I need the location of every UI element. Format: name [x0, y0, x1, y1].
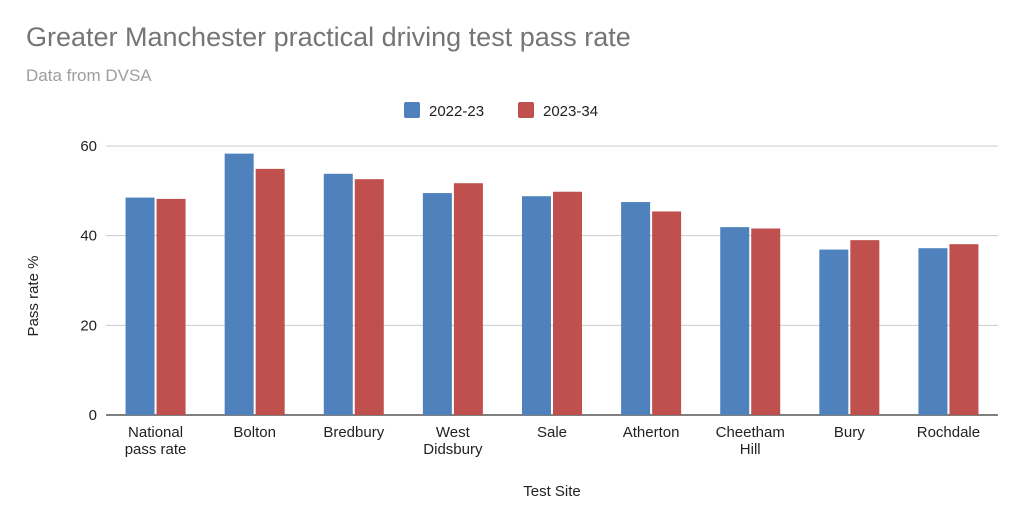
bar-2022-23	[918, 248, 948, 415]
x-tick-label-line: National	[128, 424, 183, 441]
x-tick-label-line: Sale	[537, 424, 567, 441]
x-tick-label-line: Atherton	[623, 424, 680, 441]
x-tick-label: National pass rate	[125, 424, 187, 458]
x-axis-title: Test Site	[523, 483, 581, 500]
x-tick-label-line: Bolton	[233, 424, 276, 441]
x-tick-label-line: Cheetham	[716, 424, 785, 441]
bar-2022-23	[522, 196, 551, 415]
bar-2022-23	[323, 173, 353, 415]
x-tick-label-line: pass rate	[125, 441, 187, 458]
bar-2022-23	[224, 153, 254, 415]
bar-2023-34	[949, 244, 979, 415]
bar-2023-34	[850, 240, 880, 415]
bar-2022-23	[621, 202, 651, 415]
x-tick-label: Bredbury	[323, 424, 384, 441]
legend: 2022-23 2023-34	[404, 102, 598, 120]
x-tick-label: Bury	[834, 424, 865, 441]
legend-swatch	[404, 102, 420, 118]
bar-2022-23	[819, 249, 849, 415]
y-tick-label: 0	[89, 407, 97, 424]
bar-2023-34	[354, 179, 384, 415]
legend-label: 2023-34	[543, 103, 598, 120]
gridlines	[106, 145, 998, 416]
x-tick-label: Bolton	[233, 424, 276, 441]
x-tick-label-line: Hill	[740, 441, 761, 458]
x-tick-label-line: West	[436, 424, 471, 441]
chart-subtitle: Data from DVSA	[26, 66, 152, 85]
bar-2023-34	[453, 183, 483, 415]
bar-2023-34	[156, 198, 186, 415]
chart-title: Greater Manchester practical driving tes…	[26, 22, 631, 52]
x-tick-label: Atherton	[623, 424, 680, 441]
bar-2023-34	[553, 191, 582, 415]
y-axis-title: Pass rate %	[25, 256, 42, 337]
x-tick-label-line: Rochdale	[917, 424, 980, 441]
bar-2023-34	[255, 168, 285, 415]
legend-swatch	[518, 102, 534, 118]
bar-2022-23	[720, 227, 750, 415]
x-tick-label: Rochdale	[917, 424, 980, 441]
bar-2023-34	[652, 211, 682, 415]
axis-ticks: 0 20 40 60 National pass rate Bolton Bredbury We…	[80, 138, 980, 458]
bar-2022-23	[422, 193, 452, 415]
legend-label: 2022-23	[429, 103, 484, 120]
x-tick-label: West Didsbury	[423, 424, 483, 458]
bar-2022-23	[125, 197, 155, 415]
x-tick-label-line: Didsbury	[423, 441, 483, 458]
bars	[125, 153, 979, 415]
y-tick-label: 20	[80, 317, 97, 334]
x-tick-label: Cheetham Hill	[716, 424, 785, 458]
y-tick-label: 40	[80, 228, 97, 245]
y-tick-label: 60	[80, 138, 97, 155]
x-tick-label-line: Bury	[834, 424, 865, 441]
x-tick-label: Sale	[537, 424, 567, 441]
x-tick-label-line: Bredbury	[323, 424, 384, 441]
bar-2023-34	[751, 228, 781, 415]
